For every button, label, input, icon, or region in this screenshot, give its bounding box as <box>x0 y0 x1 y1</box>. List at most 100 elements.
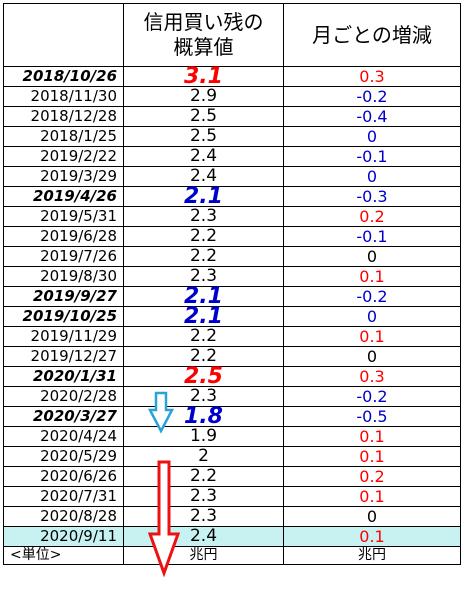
table-row: 2018/12/28 2.5 -0.4 <box>3 106 461 127</box>
table-row: 2019/10/25 2.1 0 <box>3 306 461 328</box>
date-cell: 2019/4/26 <box>3 186 124 207</box>
value-cell: 2.3 <box>123 506 284 527</box>
change-cell: 0.2 <box>283 206 461 227</box>
value-cell: 1.8 <box>123 406 284 428</box>
table-row: 2020/7/31 2.3 0.1 <box>3 486 461 507</box>
value-cell: 2.2 <box>123 246 284 267</box>
change-cell: -0.2 <box>283 86 461 107</box>
table-row: 2019/7/26 2.2 0 <box>3 246 461 267</box>
header-value: 信用買い残の 概算値 <box>123 3 284 67</box>
date-cell: 2020/7/31 <box>3 486 124 507</box>
margin-balance-table: 信用買い残の 概算値 月ごとの増減 2018/10/26 3.1 0.3 2018/1… <box>3 3 461 565</box>
change-cell: 0.2 <box>283 466 461 487</box>
change-cell: -0.2 <box>283 286 461 307</box>
change-cell: 0.1 <box>283 426 461 447</box>
unit-row: <単位> 兆円 兆円 <box>3 546 461 565</box>
date-cell: 2020/3/27 <box>3 406 124 427</box>
date-cell: 2019/10/25 <box>3 306 124 327</box>
change-cell: 0.1 <box>283 526 461 547</box>
table-row: 2019/8/30 2.3 0.1 <box>3 266 461 287</box>
change-cell: -0.5 <box>283 406 461 427</box>
value-cell: 2.2 <box>123 226 284 247</box>
change-cell: 0 <box>283 306 461 327</box>
header-value-line2: 概算値 <box>173 35 234 59</box>
table-row: 2020/9/11 2.4 0.1 <box>3 526 461 547</box>
date-cell: 2019/2/22 <box>3 146 124 167</box>
value-cell: 2.5 <box>123 106 284 127</box>
table-row: 2018/1/25 2.5 0 <box>3 126 461 147</box>
value-cell: 2.5 <box>123 366 284 388</box>
value-cell: 2.4 <box>123 526 284 547</box>
table-row: 2019/11/29 2.2 0.1 <box>3 326 461 347</box>
change-cell: -0.4 <box>283 106 461 127</box>
value-cell: 2.1 <box>123 186 284 208</box>
change-cell: 0.1 <box>283 486 461 507</box>
table-row: 2019/6/28 2.2 -0.1 <box>3 226 461 247</box>
table-row: 2020/4/24 1.9 0.1 <box>3 426 461 447</box>
date-cell: 2019/6/28 <box>3 226 124 247</box>
change-cell: -0.2 <box>283 386 461 407</box>
change-cell: 0.1 <box>283 446 461 467</box>
date-cell: 2019/5/31 <box>3 206 124 227</box>
table-row: 2020/2/28 2.3 -0.2 <box>3 386 461 407</box>
date-cell: 2020/5/29 <box>3 446 124 467</box>
table-row: 2020/8/28 2.3 0 <box>3 506 461 527</box>
value-cell: 2.5 <box>123 126 284 147</box>
date-cell: 2020/2/28 <box>3 386 124 407</box>
value-cell: 2.9 <box>123 86 284 107</box>
date-cell: 2018/11/30 <box>3 86 124 107</box>
value-cell: 1.9 <box>123 426 284 447</box>
table-row: 2019/4/26 2.1 -0.3 <box>3 186 461 208</box>
date-cell: 2020/1/31 <box>3 366 124 387</box>
table-row: 2019/9/27 2.1 -0.2 <box>3 286 461 308</box>
header-change: 月ごとの増減 <box>283 3 461 67</box>
table-row: 2018/11/30 2.9 -0.2 <box>3 86 461 107</box>
table-row: 2020/1/31 2.5 0.3 <box>3 366 461 388</box>
unit-label: <単位> <box>3 546 124 565</box>
change-cell: 0.1 <box>283 326 461 347</box>
date-cell: 2020/8/28 <box>3 506 124 527</box>
value-cell: 2.4 <box>123 146 284 167</box>
change-cell: 0.3 <box>283 366 461 387</box>
change-cell: -0.3 <box>283 186 461 207</box>
change-cell: 0 <box>283 166 461 187</box>
value-cell: 2.2 <box>123 326 284 347</box>
header-date <box>3 3 124 67</box>
change-cell: -0.1 <box>283 146 461 167</box>
date-cell: 2020/6/26 <box>3 466 124 487</box>
change-cell: 0.1 <box>283 266 461 287</box>
value-cell: 2.2 <box>123 466 284 487</box>
change-cell: 0 <box>283 246 461 267</box>
table-body: 2018/10/26 3.1 0.3 2018/11/30 2.9 -0.2 2018/12… <box>3 66 461 547</box>
value-cell: 3.1 <box>123 66 284 88</box>
value-cell: 2.3 <box>123 206 284 227</box>
date-cell: 2020/4/24 <box>3 426 124 447</box>
table-row: 2020/5/29 2 0.1 <box>3 446 461 467</box>
unit-change: 兆円 <box>283 546 461 565</box>
table-row: 2019/2/22 2.4 -0.1 <box>3 146 461 167</box>
date-cell: 2019/3/29 <box>3 166 124 187</box>
date-cell: 2020/9/11 <box>3 526 124 547</box>
date-cell: 2019/9/27 <box>3 286 124 307</box>
change-cell: -0.1 <box>283 226 461 247</box>
table-row: 2020/6/26 2.2 0.2 <box>3 466 461 487</box>
header-value-line1: 信用買い残の <box>143 10 264 34</box>
date-cell: 2019/8/30 <box>3 266 124 287</box>
date-cell: 2019/12/27 <box>3 346 124 367</box>
table-row: 2018/10/26 3.1 0.3 <box>3 66 461 88</box>
date-cell: 2018/12/28 <box>3 106 124 127</box>
date-cell: 2018/1/25 <box>3 126 124 147</box>
value-cell: 2.1 <box>123 306 284 328</box>
date-cell: 2019/7/26 <box>3 246 124 267</box>
change-cell: 0 <box>283 506 461 527</box>
change-cell: 0.3 <box>283 66 461 87</box>
date-cell: 2018/10/26 <box>3 66 124 87</box>
value-cell: 2 <box>123 446 284 467</box>
table-row: 2019/5/31 2.3 0.2 <box>3 206 461 227</box>
table-row: 2019/12/27 2.2 0 <box>3 346 461 367</box>
unit-value: 兆円 <box>123 546 284 565</box>
change-cell: 0 <box>283 126 461 147</box>
change-cell: 0 <box>283 346 461 367</box>
table-row: 2019/3/29 2.4 0 <box>3 166 461 187</box>
